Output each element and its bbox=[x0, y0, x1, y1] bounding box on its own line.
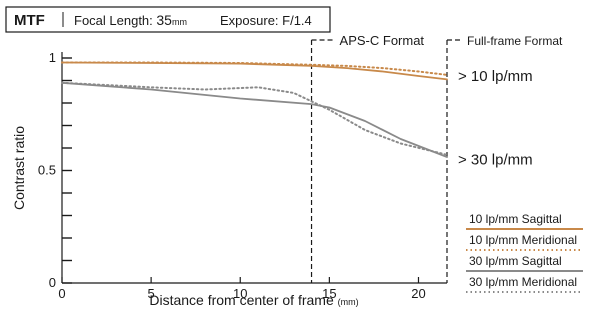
frequency-labels: > 10 lp/mm > 30 lp/mm bbox=[458, 68, 533, 168]
region-label-1: APS-C Format bbox=[340, 33, 425, 48]
x-tick-label: 20 bbox=[411, 286, 425, 301]
x-tick-label: 10 bbox=[233, 286, 247, 301]
x-tick-label: 5 bbox=[148, 286, 155, 301]
legend: 10 lp/mm Sagittal 10 lp/mm Meridional 30 l… bbox=[466, 212, 583, 293]
legend-label-1: 10 lp/mm Sagittal bbox=[469, 212, 562, 226]
series-line-3 bbox=[61, 81, 448, 158]
legend-label-4: 30 lp/mm Meridional bbox=[469, 275, 577, 289]
header-exposure: Exposure: F/1.4 bbox=[220, 13, 312, 28]
y-tick-label: 1 bbox=[49, 50, 56, 65]
frequency-label-2: > 30 lp/mm bbox=[458, 151, 533, 168]
legend-label-2: 10 lp/mm Meridional bbox=[469, 233, 577, 247]
header-box bbox=[5, 6, 331, 33]
series-line-1 bbox=[61, 61, 448, 81]
frequency-label-1: > 10 lp/mm bbox=[458, 68, 533, 85]
legend-label-3: 30 lp/mm Sagittal bbox=[469, 254, 562, 268]
axis-ticks: 0 5 10 15 20 0 0.5 1 bbox=[38, 50, 426, 301]
x-axis-title: Distance from center of frame (mm) bbox=[149, 292, 358, 308]
header-mtf: MTF bbox=[14, 12, 45, 29]
series-line-2 bbox=[61, 61, 448, 76]
series-lines bbox=[61, 61, 448, 158]
format-regions: APS-C Format Full-frame Format bbox=[310, 33, 563, 283]
header-focal: Focal Length: 35mm bbox=[74, 12, 187, 28]
y-tick-label: 0.5 bbox=[38, 163, 56, 178]
x-tick-label: 0 bbox=[58, 286, 65, 301]
y-tick-label: 0 bbox=[49, 275, 56, 290]
x-tick-label: 15 bbox=[322, 286, 336, 301]
y-axis-title: Contrast ratio bbox=[11, 126, 27, 210]
series-line-4 bbox=[61, 81, 448, 156]
region-label-2: Full-frame Format bbox=[467, 34, 563, 48]
